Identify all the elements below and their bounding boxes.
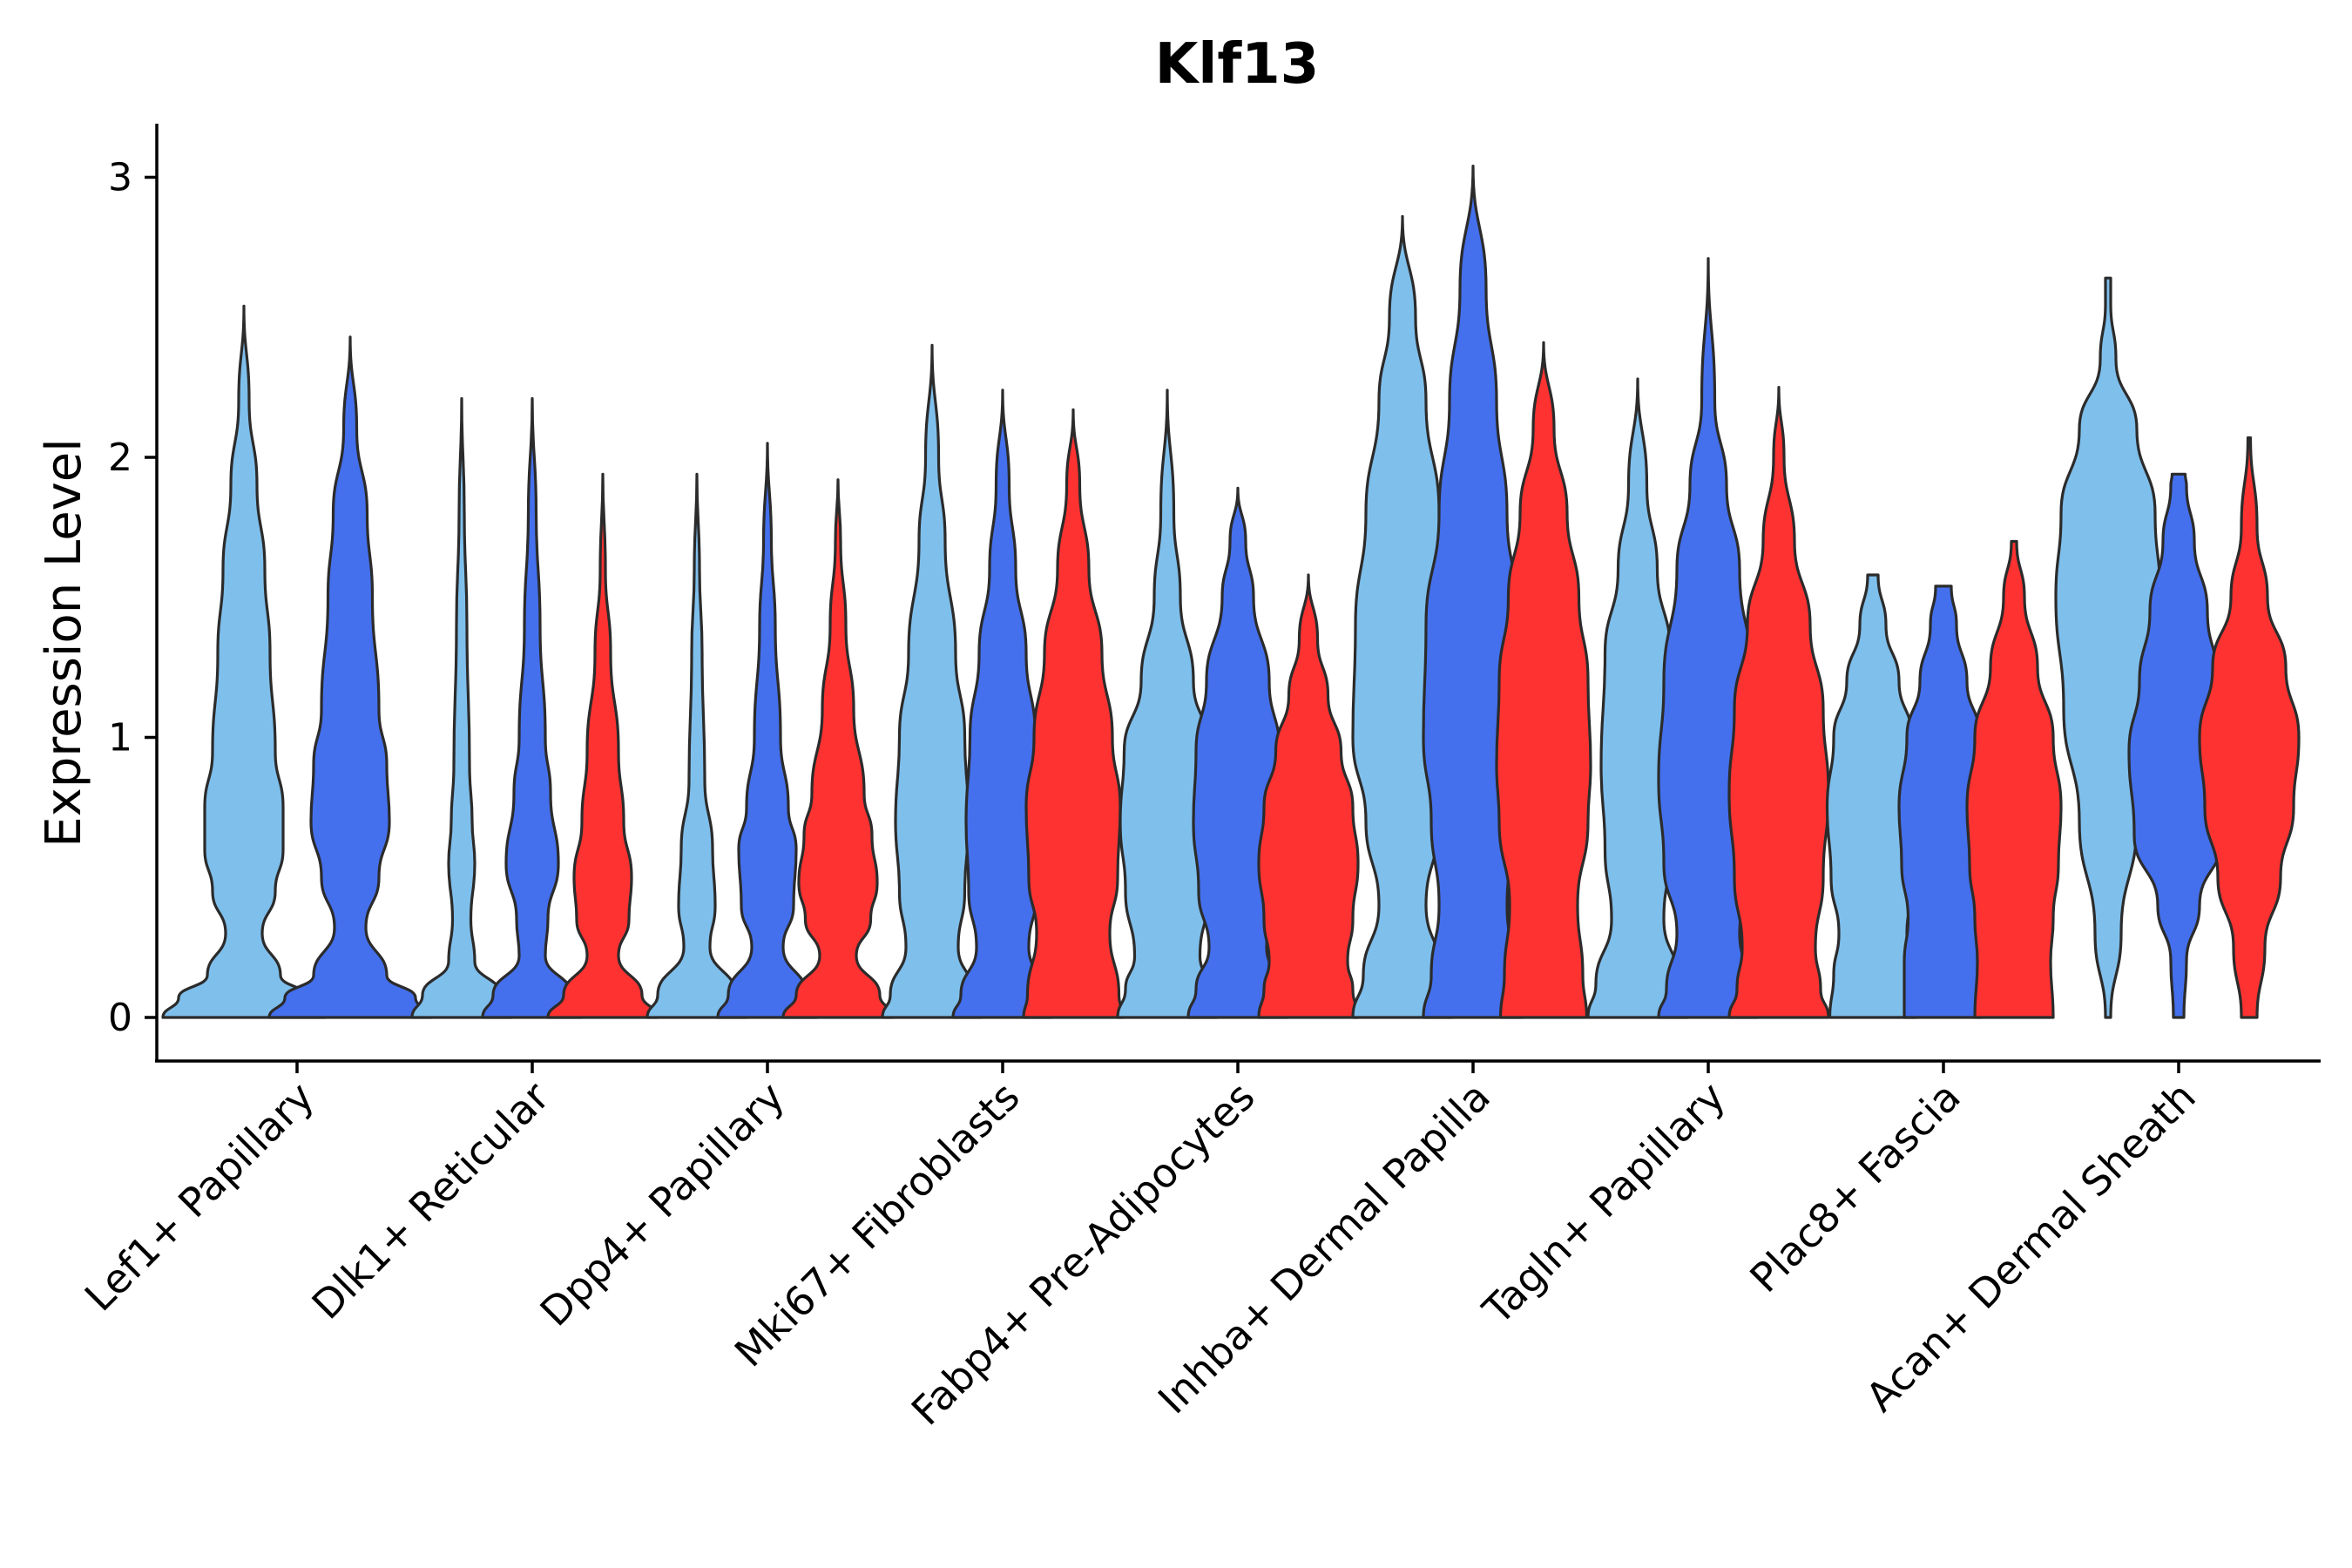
violin-1-2 <box>267 335 433 1019</box>
chart-title: Klf13 <box>1155 32 1319 97</box>
violin-6-3 <box>1495 341 1592 1019</box>
y-tick-label-2: 2 <box>108 436 132 480</box>
x-tick-label-1: Lef1+ Papillary <box>76 1073 323 1321</box>
violin-5-3 <box>1257 573 1360 1019</box>
violin-5-1 <box>1116 389 1219 1019</box>
violin-1-1 <box>161 304 327 1019</box>
plot-area <box>161 164 2301 1019</box>
violin-3-2 <box>716 442 819 1019</box>
x-tick-label-7: Tagln+ Papillary <box>1473 1073 1734 1335</box>
y-tick-label-3: 3 <box>108 156 132 200</box>
x-tick-label-8: Plac8+ Fascia <box>1740 1073 1969 1301</box>
y-tick-label-1: 1 <box>108 716 132 760</box>
violin-4-1 <box>881 343 983 1019</box>
violin-2-2 <box>481 396 584 1019</box>
x-tick-label-3: Dpp4+ Papillary <box>531 1073 794 1335</box>
y-axis-title: Expression Level <box>36 438 92 848</box>
violin-3-3 <box>781 478 895 1019</box>
y-tick-label-0: 0 <box>108 996 132 1040</box>
y-axis: 0 1 2 3 <box>108 156 157 1040</box>
violin-9-3 <box>2198 436 2301 1019</box>
violin-2-3 <box>546 472 659 1019</box>
violin-8-3 <box>1965 539 2063 1019</box>
x-tick-label-2: Dlk1+ Reticular <box>303 1073 558 1328</box>
violin-4-3 <box>1022 408 1125 1019</box>
violin-2-1 <box>410 396 513 1019</box>
violin-7-3 <box>1727 386 1830 1019</box>
violin-3-1 <box>645 472 748 1019</box>
